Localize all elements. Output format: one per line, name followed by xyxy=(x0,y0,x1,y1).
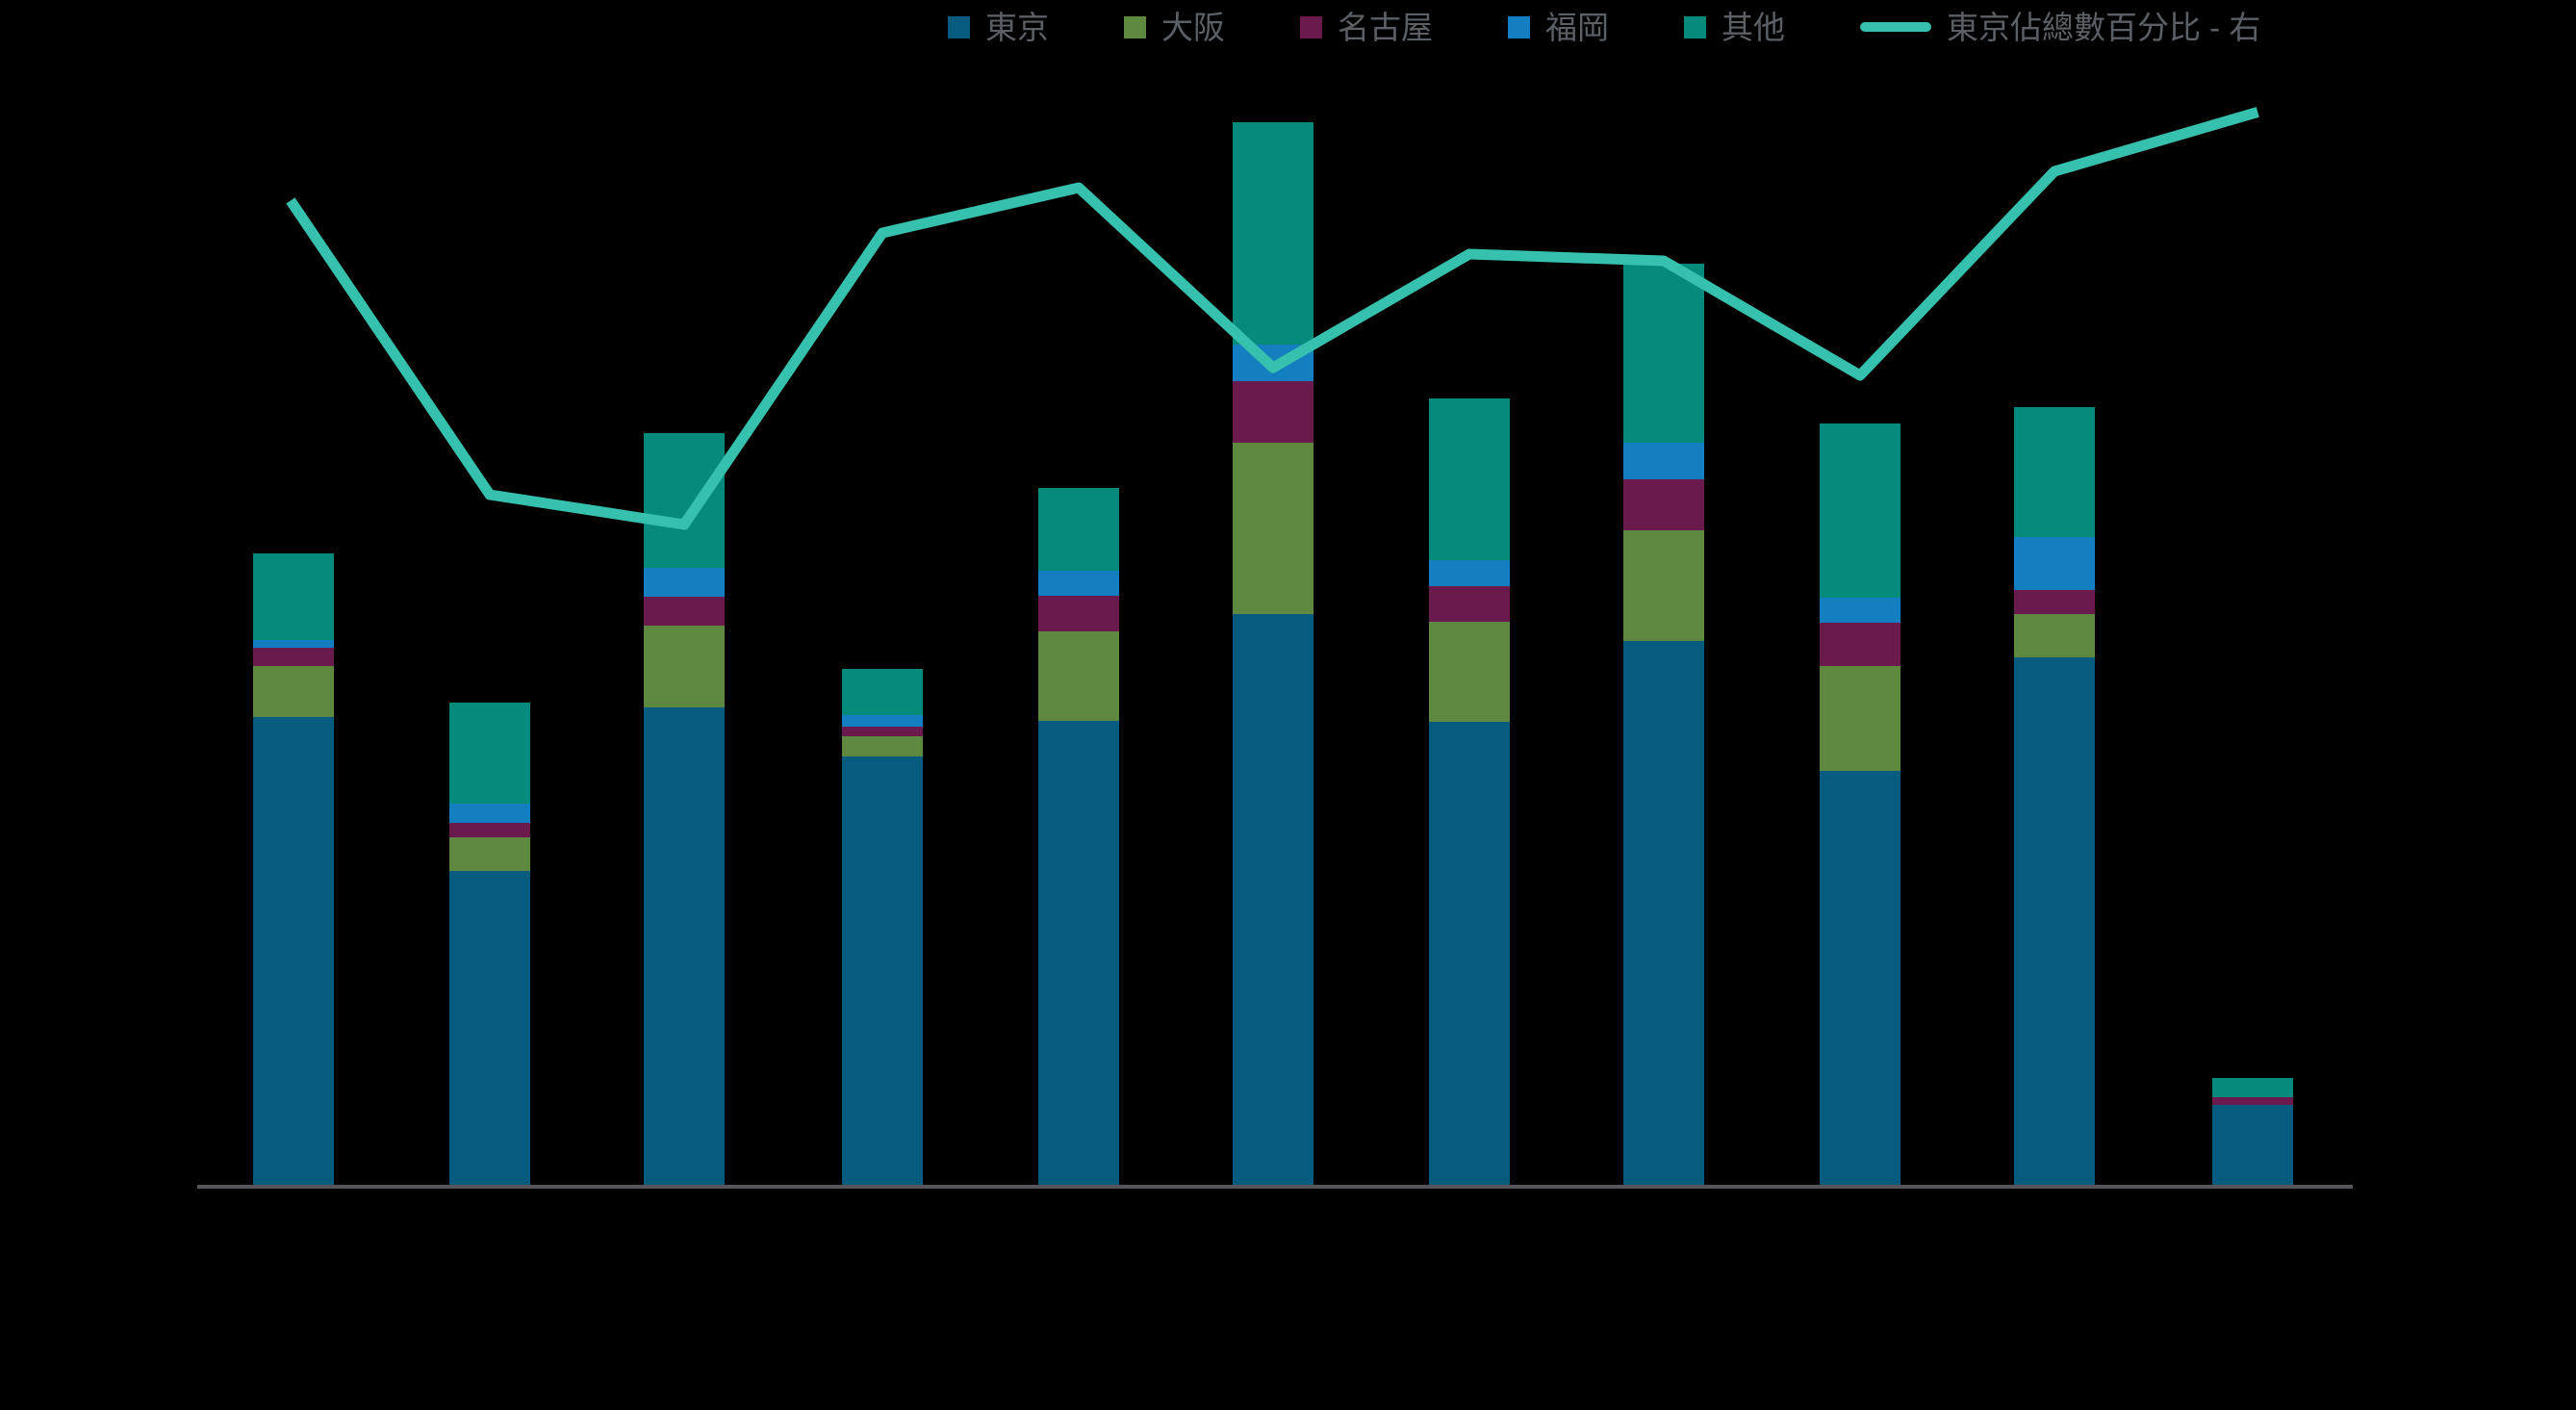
bar-segment-名古屋 xyxy=(644,597,725,626)
bar-segment-東京 xyxy=(1233,614,1314,1185)
legend-square-swatch-icon xyxy=(948,15,970,38)
bar-segment-其他 xyxy=(842,669,923,715)
bar-segment-東京 xyxy=(449,871,530,1185)
bar-segment-大阪 xyxy=(253,666,334,717)
bar-segment-名古屋 xyxy=(1429,586,1510,622)
bar-segment-東京 xyxy=(253,717,334,1185)
stacked-bar-11 xyxy=(2212,1078,2293,1185)
legend-square-swatch-icon xyxy=(1300,15,1322,38)
tokyo-share-line xyxy=(286,107,2259,530)
bar-segment-名古屋 xyxy=(1233,381,1314,443)
bar-segment-名古屋 xyxy=(1038,596,1119,631)
bar-segment-名古屋 xyxy=(1623,479,1704,530)
bar-segment-其他 xyxy=(2014,407,2095,537)
bar-segment-東京 xyxy=(2212,1105,2293,1185)
legend-line-swatch-icon xyxy=(1860,22,1931,32)
bar-segment-福岡 xyxy=(1429,560,1510,586)
legend-item-6[interactable]: 東京佔總數百分比 - 右 xyxy=(1860,12,2260,43)
stacked-bar-5 xyxy=(1038,488,1119,1185)
stacked-bar-6 xyxy=(1233,122,1314,1185)
bar-segment-大阪 xyxy=(1623,530,1704,641)
bar-segment-大阪 xyxy=(842,736,923,756)
stacked-bar-1 xyxy=(253,553,334,1185)
bar-segment-其他 xyxy=(253,553,334,640)
bar-segment-福岡 xyxy=(253,640,334,648)
legend-label: 福岡 xyxy=(1545,9,1609,45)
bar-segment-東京 xyxy=(842,756,923,1185)
stacked-bar-8 xyxy=(1623,264,1704,1185)
bar-segment-其他 xyxy=(644,433,725,568)
bar-segment-大阪 xyxy=(1038,631,1119,721)
stacked-bar-10 xyxy=(2014,407,2095,1185)
bar-segment-名古屋 xyxy=(2014,590,2095,614)
stacked-bar-3 xyxy=(644,433,725,1185)
legend-item-4[interactable]: 福岡 xyxy=(1508,12,1609,43)
legend-label: 名古屋 xyxy=(1338,9,1433,45)
bar-segment-大阪 xyxy=(449,837,530,871)
legend-square-swatch-icon xyxy=(1508,15,1530,38)
bar-segment-名古屋 xyxy=(842,727,923,736)
legend-item-2[interactable]: 大阪 xyxy=(1124,12,1225,43)
legend-square-swatch-icon xyxy=(1684,15,1706,38)
bar-segment-大阪 xyxy=(644,626,725,707)
bar-segment-名古屋 xyxy=(1820,623,1900,666)
bar-segment-東京 xyxy=(644,707,725,1185)
bar-segment-大阪 xyxy=(2014,614,2095,657)
bar-segment-大阪 xyxy=(1820,666,1900,771)
bar-segment-福岡 xyxy=(1623,443,1704,479)
bar-segment-福岡 xyxy=(842,715,923,727)
legend-square-swatch-icon xyxy=(1124,15,1146,38)
bar-segment-東京 xyxy=(1038,721,1119,1185)
bar-segment-其他 xyxy=(1038,488,1119,571)
bar-segment-福岡 xyxy=(449,804,530,823)
bar-segment-其他 xyxy=(1233,122,1314,345)
bar-segment-東京 xyxy=(1429,722,1510,1185)
legend-item-1[interactable]: 東京 xyxy=(948,12,1049,43)
stacked-bar-4 xyxy=(842,669,923,1185)
bar-segment-福岡 xyxy=(1038,571,1119,596)
stacked-bar-7 xyxy=(1429,398,1510,1185)
bar-segment-名古屋 xyxy=(253,648,334,666)
bar-segment-其他 xyxy=(1429,398,1510,560)
bar-segment-福岡 xyxy=(2014,537,2095,590)
bar-segment-福岡 xyxy=(1820,598,1900,623)
bar-segment-大阪 xyxy=(1429,622,1510,722)
legend-item-5[interactable]: 其他 xyxy=(1684,12,1785,43)
bar-segment-福岡 xyxy=(644,568,725,597)
bar-segment-大阪 xyxy=(1233,443,1314,614)
stacked-bar-2 xyxy=(449,703,530,1185)
legend-label: 大阪 xyxy=(1161,9,1225,45)
bar-segment-名古屋 xyxy=(449,823,530,837)
bar-segment-東京 xyxy=(2014,657,2095,1185)
stacked-bar-9 xyxy=(1820,423,1900,1185)
legend-item-3[interactable]: 名古屋 xyxy=(1300,12,1433,43)
bar-segment-東京 xyxy=(1623,641,1704,1185)
legend-label: 東京 xyxy=(985,9,1049,45)
bar-segment-東京 xyxy=(1820,771,1900,1185)
legend-label: 東京佔總數百分比 - 右 xyxy=(1947,9,2261,45)
bar-segment-其他 xyxy=(1820,423,1900,598)
bar-segment-其他 xyxy=(1623,264,1704,443)
bar-segment-其他 xyxy=(449,703,530,804)
bar-segment-名古屋 xyxy=(2212,1097,2293,1105)
chart-legend: 東京 大阪 名古屋 福岡 其他 東京佔總數百分比 - 右 xyxy=(948,4,2260,50)
legend-label: 其他 xyxy=(1722,9,1785,45)
bar-segment-其他 xyxy=(2212,1078,2293,1097)
